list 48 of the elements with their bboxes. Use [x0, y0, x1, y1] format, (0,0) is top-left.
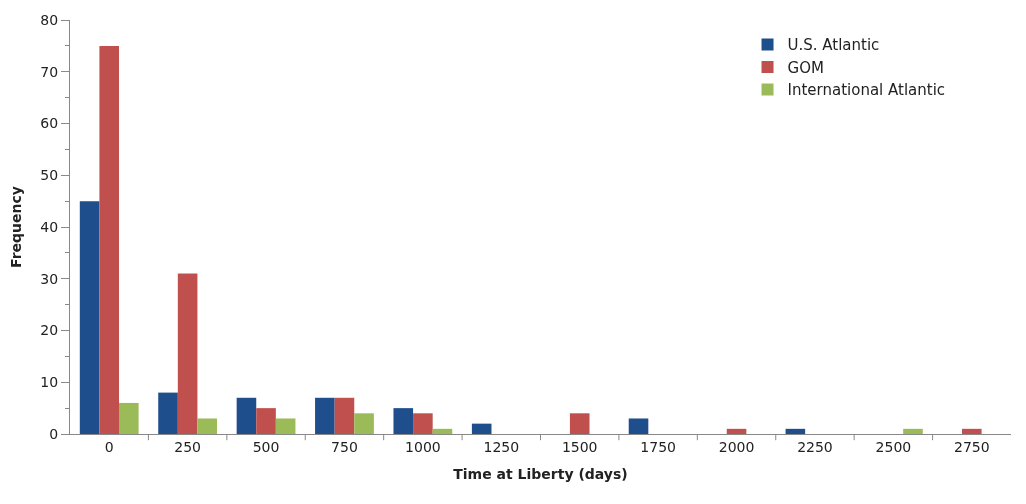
- x-tick-label: 2750: [953, 438, 990, 455]
- x-tick-label: 750: [331, 438, 358, 455]
- x-tick-label: 2000: [718, 438, 755, 455]
- y-tick-label: 20: [40, 322, 59, 339]
- y-tick-label: 0: [49, 425, 59, 442]
- bar: [354, 413, 374, 434]
- bar: [315, 397, 335, 434]
- x-tick-label: 1000: [405, 438, 441, 455]
- bar: [432, 428, 453, 434]
- bar: [628, 418, 649, 434]
- x-tick-label: 1250: [483, 438, 520, 455]
- x-tick-label: 500: [252, 438, 280, 455]
- y-tick-label: 70: [40, 63, 59, 80]
- x-tick-label: 1500: [561, 438, 598, 455]
- x-axis-title: Time at Liberty (days): [453, 466, 628, 483]
- bar: [961, 428, 982, 434]
- bar: [569, 413, 590, 434]
- x-tick-label: 250: [174, 438, 201, 455]
- legend-label: GOM: [787, 58, 824, 77]
- legend-label: U.S. Atlantic: [787, 36, 880, 55]
- bar: [334, 397, 355, 434]
- bar: [236, 397, 257, 434]
- legend-label: International Atlantic: [787, 81, 946, 100]
- bar: [177, 273, 198, 434]
- y-tick-label: 30: [40, 270, 59, 287]
- bar: [413, 413, 433, 434]
- y-axis-title: Frequency: [7, 186, 24, 268]
- x-tick-label: 0: [104, 438, 114, 455]
- y-tick-label: 40: [40, 218, 59, 235]
- bar: [119, 402, 139, 434]
- bar: [256, 408, 276, 434]
- x-tick-label: 2250: [797, 438, 833, 455]
- y-tick-label: 80: [40, 11, 59, 28]
- bar: [158, 392, 178, 434]
- bar: [903, 428, 923, 434]
- bar: [726, 428, 747, 434]
- y-tick-label: 50: [40, 167, 59, 184]
- bar: [197, 418, 218, 434]
- x-tick-label: 1750: [640, 438, 676, 455]
- y-tick-label: 60: [40, 115, 59, 132]
- bar: [79, 201, 100, 434]
- x-tick-label: 2500: [875, 438, 912, 455]
- bar: [275, 418, 296, 434]
- bar: [471, 423, 492, 434]
- y-tick-label: 10: [40, 374, 59, 391]
- bar: [785, 428, 806, 434]
- bar: [99, 45, 120, 434]
- bar: [393, 408, 414, 434]
